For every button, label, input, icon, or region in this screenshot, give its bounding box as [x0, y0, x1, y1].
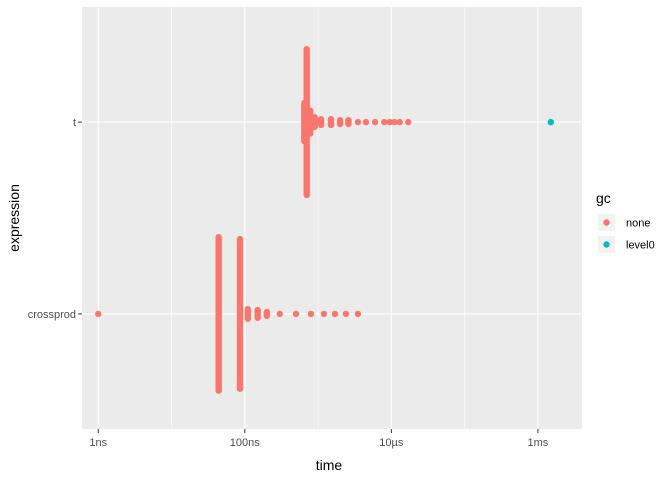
legend-items: none level0 [598, 214, 655, 253]
x-tick-label: 100ns [230, 437, 260, 449]
x-axis: 1ns 100ns 10µs 1ms [89, 429, 549, 449]
data-point [354, 310, 362, 318]
data-point-column [215, 233, 222, 394]
data-point-column [345, 116, 352, 128]
x-tick-label: 10µs [379, 437, 404, 449]
legend: gc none level0 [590, 183, 662, 261]
x-tick-label: 1ms [527, 437, 548, 449]
data-point [405, 118, 412, 126]
data-points [95, 46, 554, 394]
data-point [307, 310, 315, 318]
data-point-column [254, 306, 261, 321]
data-point-column [236, 235, 244, 392]
data-point [396, 118, 403, 126]
data-point-column [301, 99, 308, 145]
legend-label: level0 [626, 240, 655, 252]
legend-title: gc [596, 190, 611, 206]
legend-label: none [626, 218, 650, 230]
data-point [362, 118, 370, 126]
data-point [276, 310, 283, 318]
data-point [292, 310, 300, 318]
y-tick-label: t [73, 117, 76, 129]
x-tick-label: 1ns [89, 437, 107, 449]
data-point-column [263, 308, 271, 320]
data-point [547, 118, 554, 126]
data-point [386, 118, 393, 126]
x-axis-title: time [316, 457, 343, 473]
legend-key-point [603, 241, 610, 248]
data-point [354, 118, 362, 126]
data-point [95, 310, 102, 318]
data-point [391, 118, 398, 126]
data-point-column [244, 305, 252, 322]
minor-gridlines [171, 7, 465, 429]
panel-background [82, 7, 582, 429]
data-point-column [336, 116, 344, 128]
data-point [320, 310, 328, 318]
data-point-column [306, 107, 314, 137]
data-point [342, 310, 350, 318]
data-point [381, 118, 388, 126]
data-point [331, 310, 339, 318]
legend-key-point [603, 219, 610, 226]
data-point [371, 118, 379, 126]
data-point-column [317, 116, 325, 129]
y-axis: crossprod t [28, 117, 82, 321]
data-point-column [311, 114, 318, 131]
data-point-column [327, 116, 335, 129]
y-tick-label: crossprod [28, 309, 76, 321]
y-axis-title: expression [6, 184, 22, 252]
